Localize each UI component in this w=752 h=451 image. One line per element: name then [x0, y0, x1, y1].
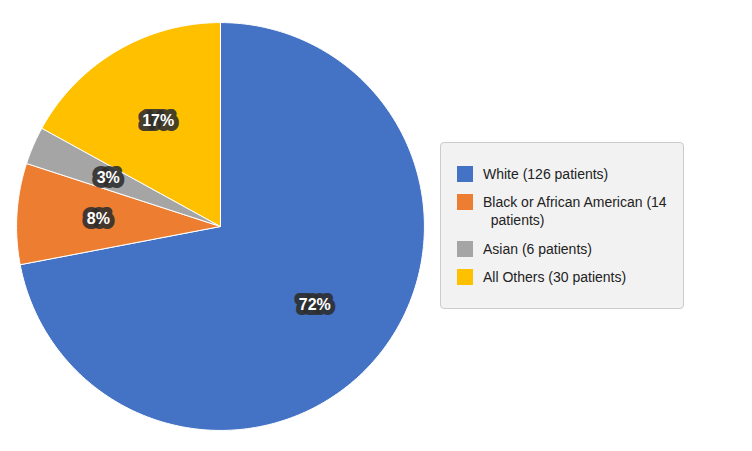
svg-text:3%: 3% [97, 169, 120, 186]
html-text:White (126 patients): White (126 patients) [483, 166, 609, 182]
html-text:All Others (30 patients): All Others (30 patients) [483, 268, 627, 285]
svg-text:17%: 17% [142, 112, 174, 129]
svg-text:72%: 72% [299, 295, 331, 312]
html-text:Asian (6 patients): Asian (6 patients) [483, 240, 592, 257]
html-text:Black or African American (14: Black or African American (14 patients) [483, 194, 667, 229]
svg-text:8%: 8% [87, 209, 110, 226]
